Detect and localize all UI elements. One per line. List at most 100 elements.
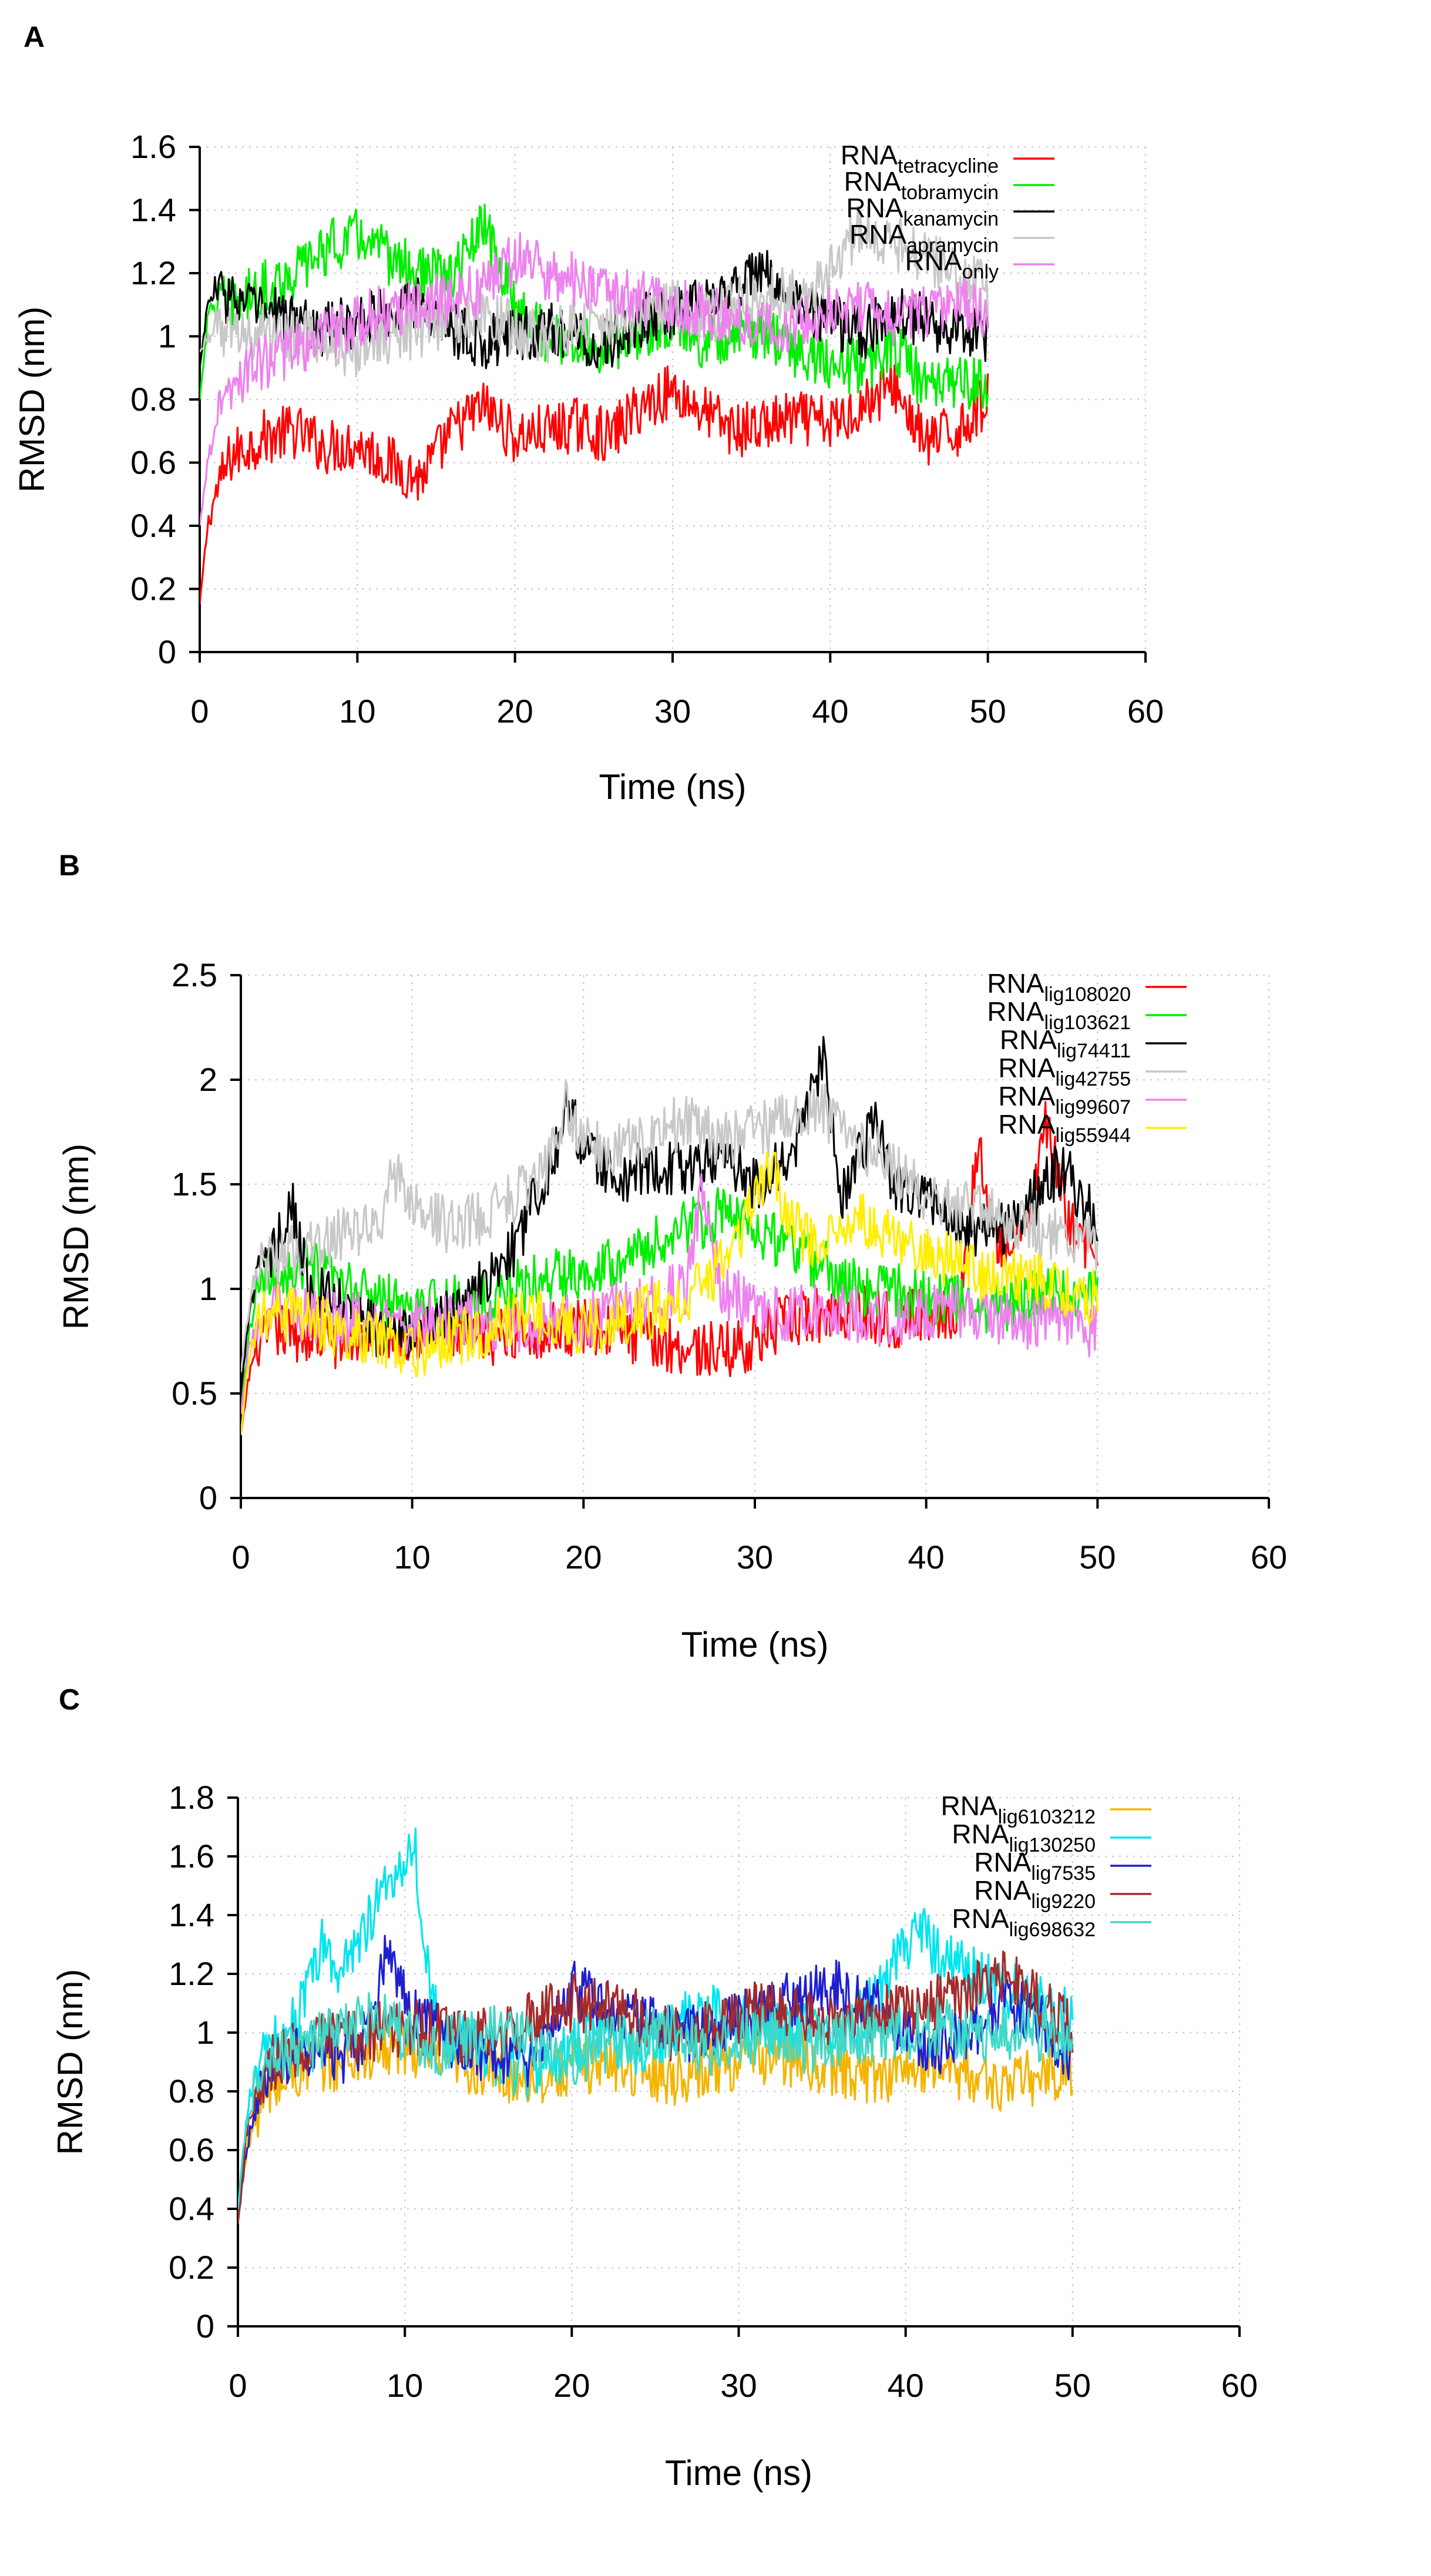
y-tick-label: 0.4	[169, 2190, 214, 2227]
series-line	[241, 1187, 1099, 1415]
y-tick-label: 0.2	[130, 570, 176, 607]
legend-main: RNA	[846, 193, 903, 223]
legend-main: RNA	[940, 1791, 997, 1821]
series-line	[238, 1827, 1074, 2224]
series-line	[238, 2019, 1074, 2224]
x-axis-label: Time (ns)	[681, 1625, 828, 1664]
x-tick-label: 20	[497, 693, 533, 730]
legend-entry: RNAkanamycin	[846, 193, 999, 230]
x-tick-label: 60	[1251, 1539, 1287, 1576]
x-tick-label: 50	[1054, 2367, 1091, 2404]
x-tick-label: 20	[553, 2367, 590, 2404]
legend-entry: RNAlig108020	[987, 968, 1131, 1006]
legend-main: RNA	[844, 166, 901, 197]
series-line	[238, 1992, 1074, 2209]
legend-entry: RNAlig9220	[974, 1875, 1096, 1913]
legend-sub: apramycin	[906, 234, 999, 257]
y-tick-label: 0	[158, 633, 176, 670]
legend-sub: lig7535	[1031, 1862, 1096, 1885]
legend-sub: kanamycin	[903, 208, 999, 230]
x-tick-label: 40	[908, 1539, 945, 1576]
series-line	[200, 360, 989, 605]
legend-sub: lig130250	[1009, 1834, 1096, 1856]
panel-label: B	[59, 849, 80, 882]
x-tick-label: 30	[720, 2367, 757, 2404]
y-axis-label: RMSD (nm)	[12, 307, 52, 493]
y-tick-label: 0	[196, 2308, 214, 2345]
y-tick-label: 0	[199, 1479, 217, 1516]
legend-entry: RNAlig103621	[987, 996, 1131, 1034]
legend-sub: lig74411	[1057, 1040, 1131, 1062]
x-tick-label: 30	[654, 693, 691, 730]
x-tick-label: 50	[1079, 1539, 1116, 1576]
legend-sub: lig55944	[1055, 1124, 1131, 1147]
legend-main: RNA	[1000, 1025, 1057, 1055]
y-tick-label: 1.5	[172, 1166, 217, 1203]
x-tick-label: 10	[394, 1539, 431, 1576]
legend-entry: RNAlig130250	[952, 1819, 1096, 1856]
x-tick-label: 20	[565, 1539, 602, 1576]
series-line	[241, 1173, 1098, 1415]
legend-entry: RNAlig99607	[998, 1081, 1131, 1119]
x-tick-label: 10	[387, 2367, 423, 2404]
x-tick-label: 40	[812, 693, 848, 730]
y-tick-label: 2	[199, 1061, 217, 1098]
y-tick-label: 1.8	[169, 1779, 214, 1816]
legend-main: RNA	[974, 1847, 1031, 1878]
legend-sub: lig99607	[1055, 1096, 1131, 1119]
x-tick-label: 40	[888, 2367, 924, 2404]
y-tick-label: 1.6	[130, 128, 176, 165]
legend-entry: RNAonly	[905, 246, 999, 283]
legend-sub: lig42755	[1055, 1068, 1131, 1090]
y-tick-label: 1	[199, 1270, 217, 1307]
legend-entry: RNAlig6103212	[940, 1791, 1096, 1828]
legend-sub: lig6103212	[998, 1806, 1096, 1828]
y-tick-label: 0.4	[130, 507, 176, 544]
x-tick-label: 0	[231, 1539, 250, 1576]
legend-sub: tobramycin	[901, 182, 999, 204]
panel-label: A	[23, 21, 45, 53]
y-tick-label: 0.8	[130, 381, 176, 418]
legend-entry: RNAlig698632	[952, 1903, 1096, 1941]
y-tick-label: 1.6	[169, 1838, 214, 1875]
legend-entry: RNAtobramycin	[844, 166, 999, 204]
x-tick-label: 10	[339, 693, 375, 730]
panel-label: C	[59, 1683, 80, 1716]
legend-sub: lig698632	[1009, 1919, 1096, 1941]
legend-entry: RNAlig7535	[974, 1847, 1096, 1885]
legend-main: RNA	[849, 219, 906, 250]
x-tick-label: 0	[190, 693, 209, 730]
y-tick-label: 1.2	[130, 254, 176, 291]
y-tick-label: 1	[196, 2014, 214, 2051]
y-axis-label: RMSD (nm)	[51, 1969, 90, 2155]
series-line	[200, 205, 989, 378]
x-axis-label: Time (ns)	[665, 2453, 812, 2493]
panel-a: A 0 10 20 30 40 50 60 0 0.2 0.4 0.6 0.8 1 1.2 1.4 1.6 Tim…	[12, 21, 1164, 807]
legend-main: RNA	[987, 968, 1044, 999]
y-tick-label: 1	[158, 318, 176, 355]
legend-main: RNA	[998, 1109, 1055, 1140]
legend-sub: tetracycline	[898, 155, 999, 177]
y-tick-label: 1.4	[169, 1896, 214, 1933]
legend-main: RNA	[905, 246, 962, 276]
legend-main: RNA	[952, 1903, 1009, 1934]
legend-main: RNA	[952, 1819, 1009, 1849]
legend-sub: lig9220	[1031, 1890, 1096, 1913]
panel-b: B 0 10 20 30 40 50 60 0 0.5 1 1.5 2 2.5 Time (ns) RMSD …	[56, 849, 1287, 1664]
panel-c: C 0 10 20 30 40 50 60 0 0.2 0.4 0.6 0.8 1 1.2 1.4 1.6 1.8…	[51, 1683, 1258, 2493]
x-tick-label: 60	[1127, 693, 1164, 730]
x-tick-label: 60	[1221, 2367, 1258, 2404]
y-tick-label: 2.5	[172, 956, 217, 993]
legend-entry: RNAlig55944	[998, 1109, 1131, 1147]
y-tick-label: 1.4	[130, 192, 176, 229]
legend-entry: RNAtetracycline	[841, 140, 999, 177]
x-axis-label: Time (ns)	[599, 767, 746, 807]
series-line	[241, 1151, 1099, 1436]
y-tick-label: 0.5	[172, 1375, 217, 1412]
legend-sub: lig108020	[1044, 983, 1131, 1006]
legend-sub: lig103621	[1044, 1012, 1131, 1034]
legend-main: RNA	[974, 1875, 1031, 1906]
legend-entry: RNAlig42755	[998, 1053, 1131, 1090]
series-line	[241, 1079, 1099, 1373]
